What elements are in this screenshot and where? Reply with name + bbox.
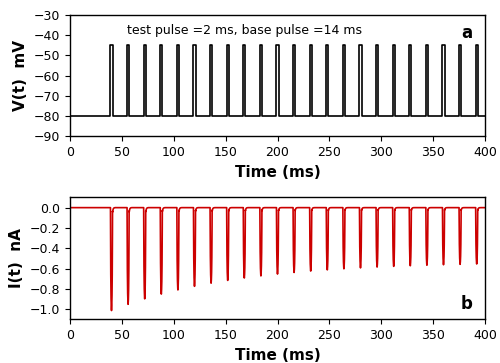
Y-axis label: V(t)  mV: V(t) mV: [13, 40, 28, 111]
Y-axis label: I(t)  nA: I(t) nA: [9, 229, 24, 288]
X-axis label: Time (ms): Time (ms): [234, 165, 320, 180]
Text: test pulse =2 ms, base pulse =14 ms: test pulse =2 ms, base pulse =14 ms: [127, 24, 362, 37]
Text: b: b: [460, 295, 472, 313]
X-axis label: Time (ms): Time (ms): [234, 348, 320, 363]
Text: a: a: [462, 24, 472, 42]
